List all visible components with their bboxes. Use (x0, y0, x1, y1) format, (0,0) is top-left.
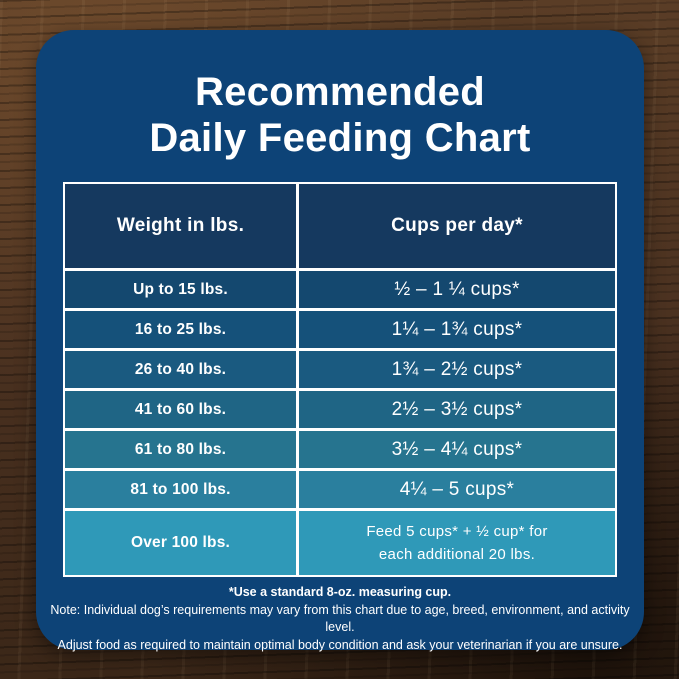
weight-cell: 61 to 80 lbs. (65, 431, 296, 468)
table-row: 81 to 100 lbs. 4¼ – 5 cups* (65, 471, 615, 508)
feeding-chart-card: Recommended Daily Feeding Chart Weight i… (36, 30, 644, 652)
weight-cell: Up to 15 lbs. (65, 271, 296, 308)
footnotes: *Use a standard 8-oz. measuring cup. Not… (36, 584, 644, 654)
cups-cell: ½ – 1 ¼ cups* (299, 271, 615, 308)
footnote-note-line-2: Adjust food as required to maintain opti… (57, 637, 623, 652)
weight-cell: 81 to 100 lbs. (65, 471, 296, 508)
cups-cell: 1¼ – 1¾ cups* (299, 311, 615, 348)
table-row: 26 to 40 lbs. 1¾ – 2½ cups* (65, 351, 615, 388)
header-cell-weight: Weight in lbs. (65, 184, 296, 268)
table-header-row: Weight in lbs. Cups per day* (65, 184, 615, 268)
cups-cell-line-2: each additional 20 lbs. (378, 546, 536, 563)
table-row: 16 to 25 lbs. 1¼ – 1¾ cups* (65, 311, 615, 348)
page-title-line-1: Recommended (194, 70, 486, 114)
weight-cell: 41 to 60 lbs. (65, 391, 296, 428)
weight-cell: 16 to 25 lbs. (65, 311, 296, 348)
table-row: Up to 15 lbs. ½ – 1 ¼ cups* (65, 271, 615, 308)
cups-cell-line-1: Feed 5 cups* + ½ cup* for (366, 522, 548, 540)
header-cell-cups: Cups per day* (299, 184, 615, 268)
feeding-table: Weight in lbs. Cups per day* Up to 15 lb… (63, 182, 617, 577)
footnote-note-line-1: Note: Individual dog’s requirements may … (50, 602, 630, 635)
page-title-line-2: Daily Feeding Chart (149, 115, 531, 160)
weight-cell: Over 100 lbs. (65, 511, 296, 575)
cups-cell: 3½ – 4¼ cups* (299, 431, 615, 468)
weight-cell: 26 to 40 lbs. (65, 351, 296, 388)
cups-cell: 2½ – 3½ cups* (299, 391, 615, 428)
page-title: Recommended Daily Feeding Chart (36, 30, 644, 161)
footnote-measuring-cup: *Use a standard 8-oz. measuring cup. (228, 585, 452, 599)
table-row: 61 to 80 lbs. 3½ – 4¼ cups* (65, 431, 615, 468)
cups-cell: Feed 5 cups* + ½ cup* for each additiona… (299, 511, 615, 575)
table-row: 41 to 60 lbs. 2½ – 3½ cups* (65, 391, 615, 428)
table-row: Over 100 lbs. Feed 5 cups* + ½ cup* for … (65, 511, 615, 575)
cups-cell: 1¾ – 2½ cups* (299, 351, 615, 388)
cups-cell: 4¼ – 5 cups* (299, 471, 615, 508)
